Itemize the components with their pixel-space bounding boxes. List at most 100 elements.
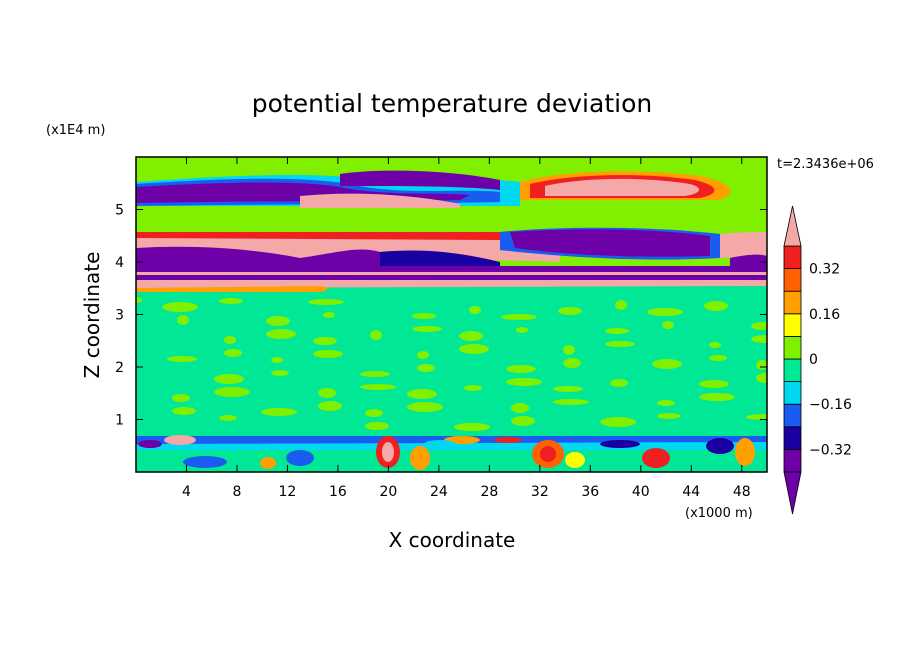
contour-region [412, 313, 436, 319]
y-axis-label: Z coordinate [80, 252, 104, 379]
x-axis-label: X coordinate [389, 528, 516, 552]
contour-region [136, 206, 767, 232]
colorbar-box [783, 335, 802, 360]
contour-region [699, 380, 729, 388]
contour-region [138, 440, 162, 448]
colorbar-tick-label: 0.16 [809, 307, 840, 323]
contour-region [370, 330, 382, 340]
contour-region [318, 388, 336, 398]
colorbar-box [783, 448, 802, 473]
contour-region [271, 357, 283, 363]
contour-region [271, 370, 289, 376]
y-tick-label: 3 [115, 308, 124, 324]
contour-region [172, 407, 196, 415]
colorbar-box [783, 290, 802, 315]
contour-region [709, 342, 721, 348]
contour-region [224, 336, 236, 344]
y-tick-label: 5 [115, 203, 124, 219]
contour-region [164, 435, 196, 445]
contour-region [214, 387, 250, 397]
contour-region [412, 326, 442, 332]
x-tick-label: 4 [182, 484, 191, 500]
contour-region [308, 299, 344, 305]
contour-region [540, 446, 556, 462]
contour-region [313, 350, 343, 358]
contour-region [553, 399, 589, 405]
contour-region [501, 314, 537, 320]
contour-region [553, 386, 583, 392]
contour-region [720, 232, 767, 258]
contour-region [183, 456, 227, 468]
contour-region [511, 416, 535, 426]
colorbar-box [783, 381, 802, 405]
contour-region [464, 385, 482, 391]
contour-region [454, 423, 490, 431]
contour-region [699, 393, 735, 401]
contour-region [323, 312, 335, 318]
contour-region [563, 358, 581, 368]
contour-region [360, 384, 396, 390]
contour-region [136, 275, 767, 280]
contour-region [751, 335, 767, 343]
contour-region [730, 254, 767, 268]
contour-region [459, 331, 483, 341]
contour-region [365, 409, 383, 417]
contour-region [300, 193, 460, 208]
contour-region [647, 308, 683, 316]
contour-region [136, 297, 142, 303]
contour-region [751, 322, 767, 330]
x-tick-label: 24 [430, 484, 448, 500]
contour-region [600, 417, 636, 427]
contour-region [365, 422, 389, 430]
contour-region [756, 373, 767, 383]
contour-region [516, 327, 528, 333]
y-unit-label: (x1E4 m) [46, 123, 105, 138]
contour-region [382, 442, 394, 462]
colorbar-lower-extension [783, 471, 802, 515]
x-tick-label: 44 [682, 484, 700, 500]
x-unit-label: (x1000 m) [685, 506, 753, 521]
contour-region [136, 450, 767, 472]
contour-region [410, 446, 430, 470]
contour-region [510, 229, 710, 257]
contour-region [545, 178, 700, 196]
contour-region [657, 413, 681, 419]
y-tick-label: 2 [115, 360, 124, 376]
contour-region [704, 301, 728, 311]
contour-region [260, 457, 276, 469]
contour-region [511, 403, 529, 413]
x-tick-label: 16 [329, 484, 347, 500]
contour-region [219, 298, 243, 304]
contour-region [167, 356, 197, 362]
contour-region [136, 232, 507, 240]
contour-region [380, 250, 500, 268]
x-tick-label: 40 [632, 484, 650, 500]
colorbar-box [783, 313, 802, 337]
x-tick-label: 8 [232, 484, 241, 500]
contour-region [506, 365, 536, 373]
contour-region [506, 378, 542, 386]
colorbar: −0.32 −0.16 0 0.16 0.32 [783, 205, 852, 515]
contour-region [136, 266, 767, 272]
contour-region [558, 307, 582, 315]
colorbar-tick-label: −0.16 [809, 397, 852, 413]
contour-region [224, 349, 242, 357]
contour-region [313, 337, 337, 345]
contour-region [261, 408, 297, 416]
contour-region [172, 394, 190, 402]
contour-region [424, 440, 456, 448]
contour-region [417, 364, 435, 372]
colorbar-box [783, 245, 802, 270]
x-tick-label: 36 [581, 484, 599, 500]
colorbar-box [783, 426, 802, 450]
colorbar-box [783, 358, 802, 383]
contour-region [219, 415, 237, 421]
x-tick-label: 32 [531, 484, 549, 500]
contour-region [266, 329, 296, 339]
contour-region [407, 402, 443, 412]
contour-region [286, 450, 314, 466]
x-axis-ticks: 4 8 12 16 20 24 28 32 36 40 44 48 [182, 157, 751, 500]
contour-field [136, 157, 767, 472]
contour-region [600, 440, 640, 448]
